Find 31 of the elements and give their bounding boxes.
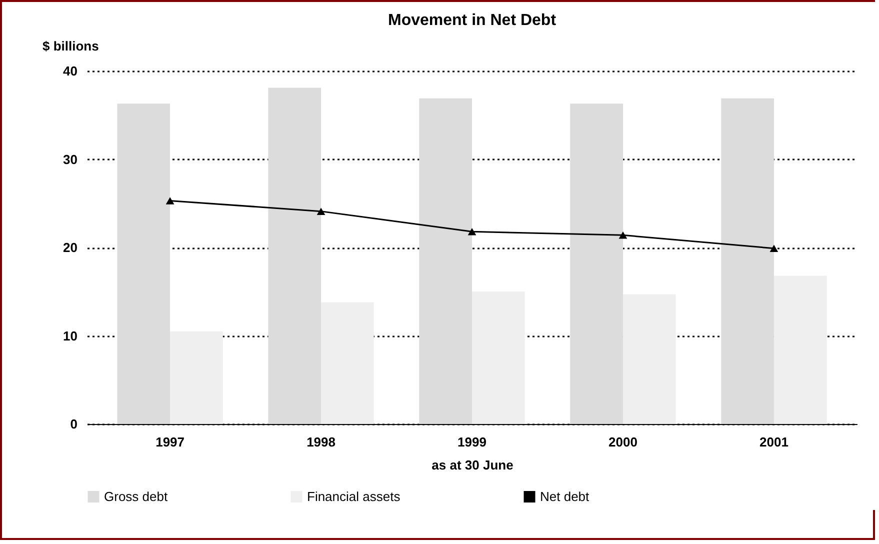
- x-tick-label: 2001: [760, 434, 788, 450]
- x-tick-label: 2000: [608, 434, 638, 450]
- y-tick-label: 10: [63, 328, 78, 344]
- bar: [721, 98, 774, 424]
- bar: [170, 331, 223, 424]
- x-tick-label: 1997: [156, 434, 184, 450]
- chart-title: Movement in Net Debt: [388, 12, 557, 29]
- legend-label: Gross debt: [104, 488, 168, 504]
- bar: [268, 88, 322, 424]
- y-tick-label: 20: [63, 240, 78, 255]
- point: [618, 232, 628, 239]
- y-tick-label: 0: [70, 416, 78, 432]
- y-axis-title: $ billions: [42, 38, 99, 54]
- bar: [570, 104, 623, 424]
- bar: [472, 292, 525, 424]
- x-axis-title: as at 30 June: [432, 458, 514, 472]
- x-tick-label: 1998: [306, 434, 336, 450]
- point: [316, 208, 326, 215]
- bar: [117, 104, 170, 424]
- x-tick-label: 1999: [458, 434, 486, 450]
- y-tick-label: 40: [63, 64, 78, 78]
- bar: [321, 302, 374, 424]
- legend-label: Financial assets: [307, 488, 401, 504]
- legend-label: Net debt: [540, 488, 590, 504]
- bar: [774, 276, 827, 424]
- point: [468, 228, 476, 236]
- bar: [622, 294, 676, 424]
- point: [770, 244, 778, 252]
- bar: [419, 98, 472, 424]
- y-tick-label: 30: [63, 152, 78, 167]
- point: [166, 197, 174, 204]
